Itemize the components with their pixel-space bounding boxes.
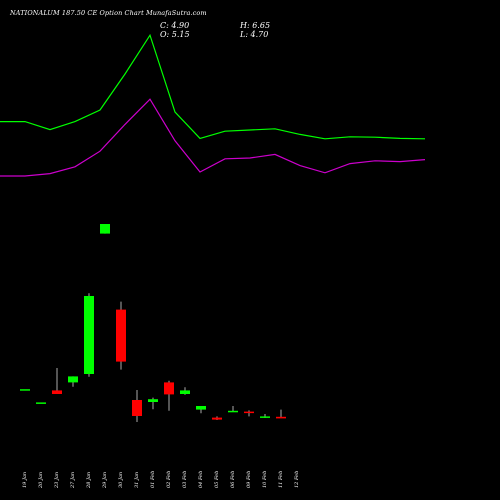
x-tick-label: 30 Jan	[118, 472, 124, 488]
x-tick-label: 28 Jan	[86, 472, 92, 489]
x-tick-label: 31 Jan	[134, 472, 140, 488]
x-tick-label: 09 Feb	[246, 471, 252, 488]
x-tick-label: 04 Feb	[198, 471, 204, 488]
candle-up	[260, 416, 270, 418]
candle-up	[36, 402, 46, 404]
candle-up	[228, 410, 238, 413]
x-tick-label: 19 Jan	[22, 472, 28, 488]
open-value: O: 5.15	[160, 30, 190, 39]
candle-up	[100, 224, 110, 234]
x-tick-label: 12 Feb	[294, 471, 300, 488]
x-tick-label: 03 Feb	[182, 471, 188, 488]
lower-band-line	[0, 98, 426, 177]
candle-up	[196, 406, 206, 410]
close-value: C: 4.90	[160, 21, 190, 30]
candle-up	[84, 296, 94, 374]
x-tick-label: 02 Feb	[166, 471, 172, 488]
x-tick-label: 20 Jan	[38, 472, 44, 489]
low-value: L: 4.70	[240, 30, 269, 39]
candle-down	[244, 411, 254, 414]
x-tick-label: 05 Feb	[214, 471, 220, 488]
candle-up	[148, 399, 158, 402]
x-tick-label: 27 Jan	[70, 472, 76, 489]
candle-down	[276, 416, 286, 419]
high-value: H: 6.65	[240, 21, 271, 30]
x-tick-label: 29 Jan	[102, 472, 108, 489]
candle-up	[68, 376, 78, 383]
x-tick-label: 06 Feb	[230, 471, 236, 488]
candle-down	[52, 390, 62, 394]
candle-down	[212, 417, 222, 420]
candle-down	[132, 400, 142, 416]
candle-up	[180, 390, 190, 394]
candle-down	[164, 382, 174, 395]
x-tick-label: 23 Jan	[54, 472, 60, 489]
x-tick-label: 10 Feb	[262, 471, 268, 488]
candle-up	[20, 389, 30, 391]
candle-down	[116, 309, 126, 362]
chart-title: NATIONALUM 187.50 CE Option Chart Munafa…	[10, 9, 207, 17]
x-tick-label: 01 Feb	[150, 471, 156, 488]
upper-band-line	[0, 33, 426, 140]
x-tick-label: 11 Feb	[278, 471, 284, 488]
